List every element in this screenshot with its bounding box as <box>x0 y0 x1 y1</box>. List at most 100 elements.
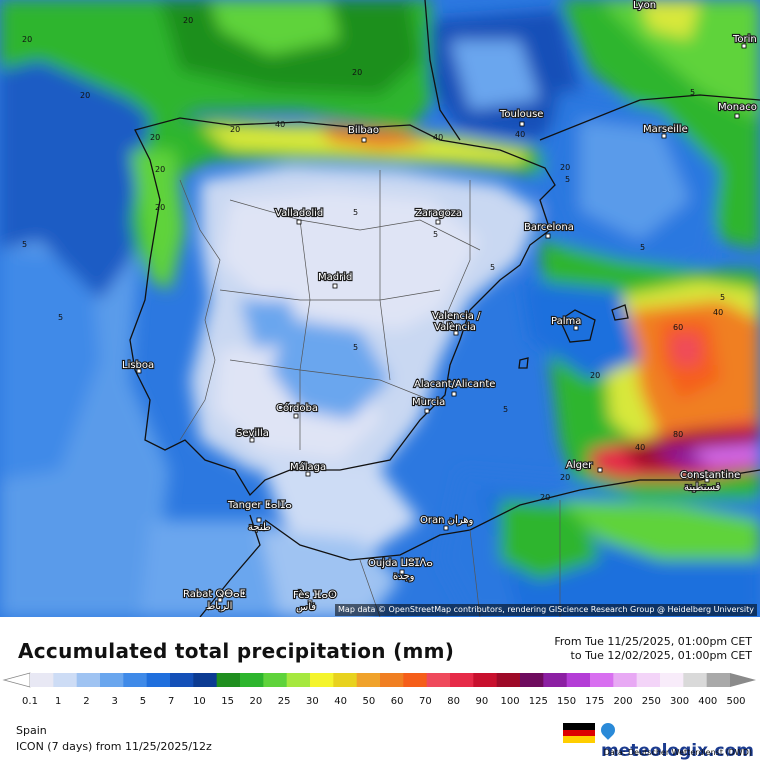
droplet-icon <box>598 720 618 740</box>
isoline-labels: 20 20 20 20 20 20 40 40 40 20 20 20 5 5 … <box>22 16 725 502</box>
legend-tick-label: 5 <box>139 696 147 707</box>
legend-swatch <box>473 673 498 687</box>
city-label: Torin <box>732 34 757 45</box>
admin-borders <box>179 170 561 617</box>
isoline-label: 20 <box>22 35 32 44</box>
legend-swatch <box>590 673 614 687</box>
city-label: Monaco <box>718 102 757 113</box>
city-label: Marseille <box>643 124 688 135</box>
city-label: Lisboa <box>122 360 154 371</box>
brand-text: meteologix.com <box>598 720 760 761</box>
isoline-label: 40 <box>635 443 645 452</box>
legend-swatch <box>613 673 638 687</box>
isoline-label: 20 <box>80 91 90 100</box>
city-label: Córdoba <box>276 402 318 414</box>
city-label: الرباط <box>206 601 232 612</box>
isoline-label: 5 <box>490 263 495 272</box>
isoline-label: 20 <box>155 203 165 212</box>
city-label: Alacant/Alicante <box>414 379 495 390</box>
city-label: Murcia <box>412 397 445 408</box>
period-to: to Tue 12/02/2025, 01:00pm CET <box>570 649 752 662</box>
isoline-label: 5 <box>690 88 695 97</box>
color-scale-bar <box>2 672 756 688</box>
legend-swatch <box>240 673 264 687</box>
legend-swatch <box>450 673 474 687</box>
isoline-label: 20 <box>352 68 362 77</box>
legend-tick-label: 30 <box>306 696 319 707</box>
legend-swatch <box>53 673 78 687</box>
legend-swatch <box>310 673 334 687</box>
legend-swatch <box>426 673 451 687</box>
model-run: ICON (7 days) from 11/25/2025/12z <box>16 740 212 753</box>
legend-swatch <box>660 673 684 687</box>
isoline-label: 5 <box>720 293 725 302</box>
city-label: Constantine <box>680 470 740 481</box>
legend-tick-label: 25 <box>277 696 291 707</box>
brand-logo[interactable]: meteologix.com <box>563 720 760 761</box>
legend-tick-label: 60 <box>390 696 404 707</box>
legend-swatch <box>193 673 218 687</box>
legend-tick-label: 15 <box>221 696 235 707</box>
isoline-label: 5 <box>700 483 705 492</box>
legend-tick-label: 20 <box>249 696 263 707</box>
isoline-label: 5 <box>353 343 358 352</box>
legend-swatch <box>380 673 404 687</box>
legend-swatch <box>683 673 708 687</box>
city-label: طنجة <box>248 522 271 533</box>
legend-swatch <box>123 673 148 687</box>
legend-tick-label: 90 <box>475 696 489 707</box>
legend-tick-label: 80 <box>447 696 460 707</box>
city-label: Madrid <box>318 272 352 283</box>
isoline-label: 20 <box>155 165 165 174</box>
legend-tick-label: 175 <box>585 696 605 707</box>
city-label: Valladolid <box>275 208 323 219</box>
legend-swatch <box>76 673 101 687</box>
legend-swatch <box>496 673 521 687</box>
chart-title: Accumulated total precipitation (mm) <box>18 639 455 663</box>
brand-label: meteologix.com <box>601 741 754 761</box>
legend-swatch <box>403 673 428 687</box>
isoline-label: 60 <box>673 323 683 332</box>
city-label: Oujda ⵡⵓⵊⴷⴰ <box>368 558 433 569</box>
city-label: Bilbao <box>348 125 379 136</box>
city-label: فاس <box>296 602 316 613</box>
legend-tick-label: 500 <box>726 696 746 707</box>
legend-tick-label: 40 <box>334 696 347 707</box>
city-label: Fès ⴼⴰⵙ <box>293 589 337 601</box>
city-label: Rabat ⵕⴱⴰⵟ <box>183 589 246 600</box>
legend-tick-label: 250 <box>641 696 661 707</box>
map-attribution: Map data © OpenStreetMap contributors, r… <box>335 604 757 616</box>
city-label: قسنطينة <box>684 482 721 493</box>
legend-swatch <box>286 673 311 687</box>
legend-swatch <box>146 673 171 687</box>
isoline-label: 20 <box>230 125 240 134</box>
city-markers: Lyon Torin Monaco Marseille Toulouse Bil… <box>121 0 758 614</box>
legend-swatch <box>566 673 591 687</box>
legend-panel: Accumulated total precipitation (mm) Fro… <box>0 617 760 761</box>
city-label: Málaga <box>290 461 326 473</box>
legend-tick-label: 100 <box>500 696 520 707</box>
legend-tick-label: 125 <box>528 696 548 707</box>
isoline-label: 20 <box>540 493 550 502</box>
legend-swatch <box>333 673 358 687</box>
precipitation-map[interactable]: 20 20 20 20 20 20 40 40 40 20 20 20 5 5 … <box>0 0 760 617</box>
isoline-label: 20 <box>560 473 570 482</box>
color-scale-ticks: 0.1 1 2 3 5 7 10 15 20 25 30 40 50 60 70 80 90 100 125 150 1… <box>0 696 760 710</box>
isoline-label: 20 <box>150 133 160 142</box>
city-label: وجدة <box>393 571 415 582</box>
isoline-label: 40 <box>713 308 723 317</box>
legend-arrow-left <box>2 672 31 688</box>
isoline-label: 5 <box>22 240 27 249</box>
isoline-label: 20 <box>590 371 600 380</box>
legend-swatch <box>263 673 288 687</box>
legend-tick-label: 50 <box>362 696 376 707</box>
data-source: Data: Deutscher Wetterdienst (DWD) <box>603 748 752 757</box>
legend-tick-label: 7 <box>168 696 175 707</box>
period-from: From Tue 11/25/2025, 01:00pm CET <box>554 635 752 648</box>
city-label: Barcelona <box>524 222 574 233</box>
legend-tick-label: 10 <box>193 696 206 707</box>
city-label: Zaragoza <box>415 208 462 219</box>
city-label: Alger <box>566 460 593 471</box>
isoline-label: 20 <box>183 16 193 25</box>
legend-tick-label: 3 <box>111 696 118 707</box>
